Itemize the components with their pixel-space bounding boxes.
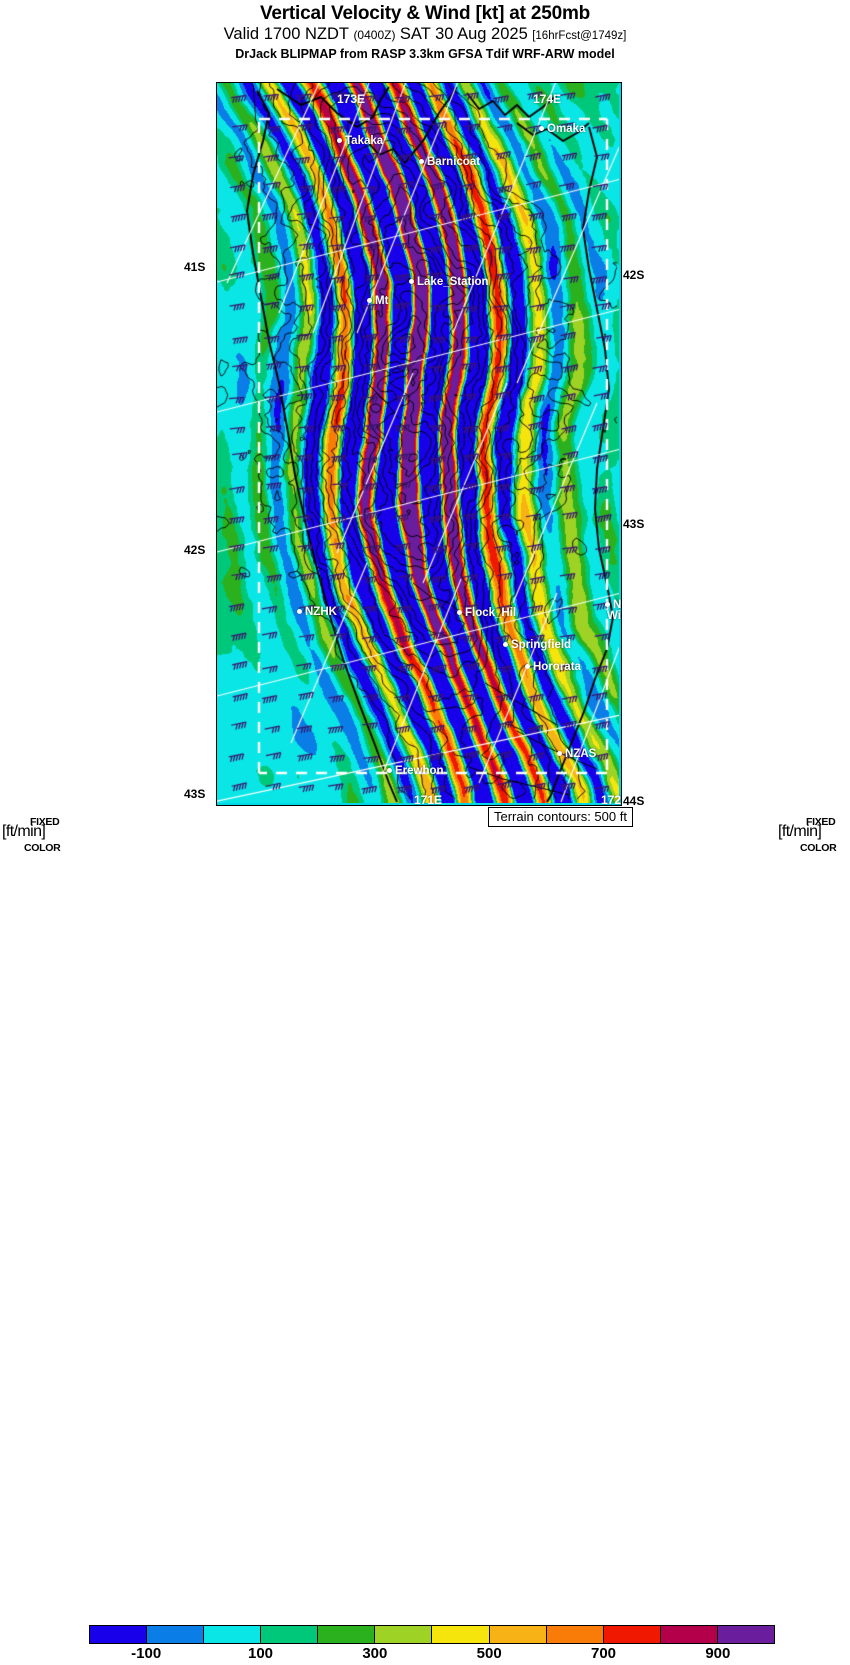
- station-marker-nzas: [557, 751, 562, 756]
- colorbar-left-caption: FIXED [ft/min] COLOR: [2, 816, 88, 860]
- colorbar-units-label-right: [ft/min]: [778, 823, 822, 840]
- weather-map[interactable]: Takaka Barnicoat Omaka Lake_Station Mt NZHK Fl…: [216, 82, 622, 806]
- station-marker-mt: [367, 298, 372, 303]
- colorbar-segment-8: [546, 1626, 604, 1643]
- graticule-label-173E: 173E: [337, 92, 366, 106]
- colorbar-segment-11: [717, 1626, 774, 1643]
- station-marker-springfield: [503, 642, 508, 647]
- edge-graticule-43S-right: 43S: [623, 517, 645, 531]
- valid-time: Valid 1700 NZDT: [223, 25, 349, 43]
- colorbar-units-label: [ft/min]: [2, 823, 46, 840]
- valid-date: SAT 30 Aug 2025: [399, 25, 528, 43]
- colorbar-tick--100: -100: [131, 1645, 162, 1662]
- station-marker-flock_hil: [457, 610, 462, 615]
- station-marker-hororata: [525, 664, 530, 669]
- colorbar-segment-1: [147, 1626, 205, 1643]
- graticule-label-172E: 172E: [601, 793, 622, 806]
- chart-header: Vertical Velocity & Wind [kt] at 250mb V…: [0, 0, 850, 62]
- edge-graticule-42S-right: 42S: [623, 268, 645, 282]
- validity-line: Valid 1700 NZDT (0400Z) SAT 30 Aug 2025 …: [0, 24, 850, 46]
- station-marker-nzhk: [297, 609, 302, 614]
- colorbar-segment-7: [489, 1626, 547, 1643]
- colorbar-color-label: COLOR: [24, 842, 61, 854]
- edge-graticule-42S-left: 42S: [184, 543, 206, 557]
- colorbar-segment-0: [90, 1626, 148, 1643]
- colorbar-color-label-right: COLOR: [800, 842, 837, 854]
- colorbar-fixed-label-right: FIXED: [806, 816, 836, 828]
- colorbar-tick-labels: -100 100 300 500 700 900: [89, 1645, 775, 1665]
- edge-graticule-43S-left: 43S: [184, 787, 206, 801]
- colorbar-fixed-label: FIXED: [30, 816, 60, 828]
- colorbar-segment-6: [432, 1626, 490, 1643]
- graticule-label-171E: 171E: [414, 793, 443, 806]
- station-marker-lake_station: [409, 279, 414, 284]
- colorbar-segment-4: [318, 1626, 376, 1643]
- edge-graticule-44S-right: 44S: [623, 794, 645, 808]
- colorbar-legend: FIXED [ft/min] COLOR FIXED [ft/min] COLO…: [0, 806, 850, 1662]
- station-marker-omaka: [539, 126, 544, 131]
- forecast-tag: [16hrFcst@1749z]: [532, 30, 627, 42]
- valid-time-utc: (0400Z): [353, 28, 396, 42]
- station-marker-takaka: [337, 138, 342, 143]
- station-marker-erewhon: [387, 768, 392, 773]
- colorbar-tick-300: 300: [362, 1645, 388, 1662]
- colorbar-segment-5: [375, 1626, 433, 1643]
- colorbar-gradient[interactable]: [89, 1625, 775, 1644]
- model-source-line: DrJack BLIPMAP from RASP 3.3km GFSA Tdif…: [235, 47, 615, 61]
- colorbar-segment-3: [261, 1626, 319, 1643]
- colorbar-tick-700: 700: [590, 1645, 617, 1662]
- map-raster-layer: [217, 83, 619, 803]
- colorbar-segment-2: [204, 1626, 262, 1643]
- colorbar-tick-500: 500: [476, 1645, 502, 1662]
- graticule-label-174E: 174E: [533, 92, 562, 106]
- station-marker-barnicoat: [419, 159, 424, 164]
- colorbar-segment-10: [660, 1626, 718, 1643]
- colorbar-tick-100: 100: [247, 1645, 274, 1662]
- colorbar-right-caption: FIXED [ft/min] COLOR: [778, 816, 850, 860]
- station-marker-nzch: [605, 602, 610, 607]
- page-title: Vertical Velocity & Wind [kt] at 250mb: [259, 3, 591, 24]
- colorbar-tick-900: 900: [705, 1645, 731, 1662]
- edge-graticule-41S-left: 41S: [184, 260, 206, 274]
- colorbar-segment-9: [603, 1626, 661, 1643]
- terrain-contour-note: Terrain contours: 500 ft: [488, 807, 633, 827]
